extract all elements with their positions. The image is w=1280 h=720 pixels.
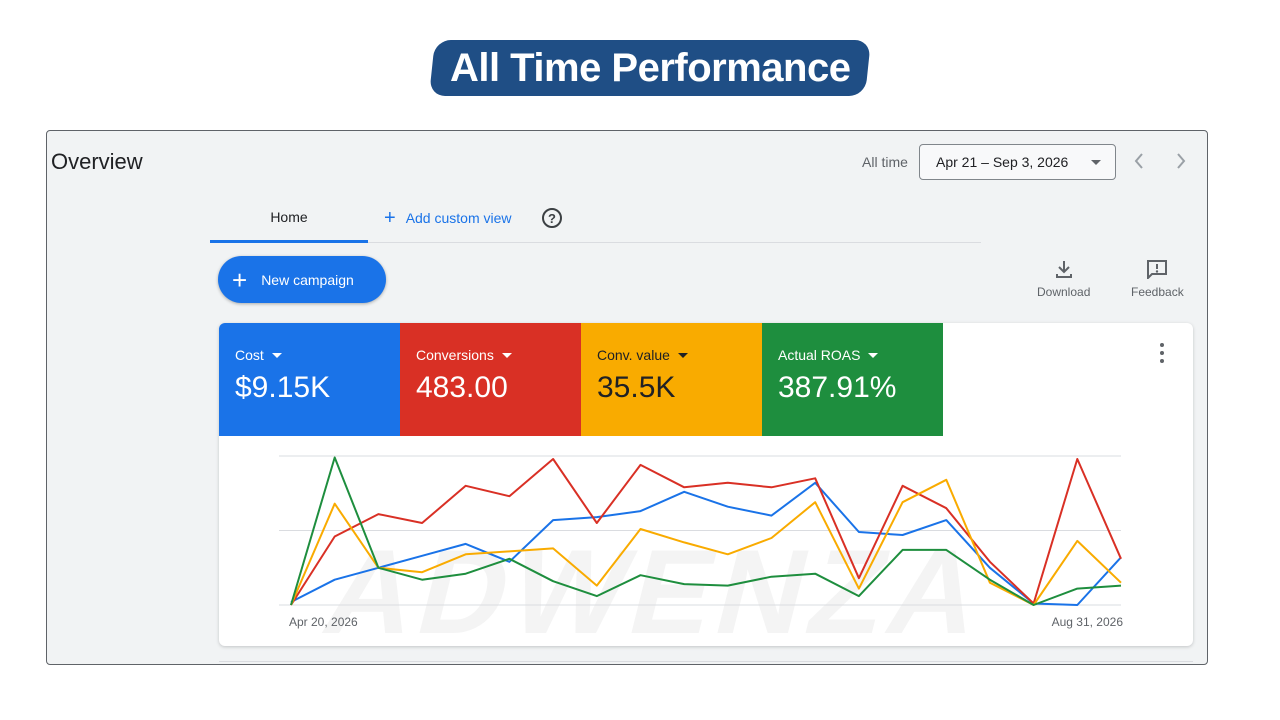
dropdown-caret-icon <box>868 352 879 358</box>
feedback-icon <box>1147 260 1168 279</box>
x-start-label: Apr 20, 2026 <box>289 615 358 629</box>
divider <box>219 661 1193 662</box>
date-range-select[interactable]: Apr 21 – Sep 3, 2026 <box>919 144 1116 180</box>
series-line-2 <box>290 478 1122 606</box>
series-line-0 <box>290 481 1122 606</box>
series-line-3 <box>290 456 1122 606</box>
x-end-label: Aug 31, 2026 <box>1051 615 1123 629</box>
new-campaign-button[interactable]: + New campaign <box>218 256 386 303</box>
metric-value: 483.00 <box>416 371 508 404</box>
banner-title: All Time Performance <box>449 45 851 90</box>
metric-value: 387.91% <box>778 371 897 404</box>
metric-label: Cost <box>235 347 264 363</box>
title-banner: All Time Performance <box>429 40 871 96</box>
range-label: All time <box>862 154 908 170</box>
tab-home[interactable]: Home <box>210 193 368 243</box>
metric-label: Actual ROAS <box>778 347 861 363</box>
dropdown-caret-icon <box>501 352 512 358</box>
metric-conv-value[interactable]: Conv. value 35.5K <box>581 323 762 436</box>
metric-cost[interactable]: Cost $9.15K <box>219 323 400 436</box>
series-line-1 <box>290 458 1122 606</box>
feedback-button[interactable]: Feedback <box>1131 259 1184 299</box>
dropdown-caret-icon <box>1091 160 1101 165</box>
plus-icon: + <box>384 207 396 229</box>
add-custom-view-tab[interactable]: + Add custom view <box>384 193 512 243</box>
metric-label: Conversions <box>416 347 494 363</box>
view-tabs: Home + Add custom view ? <box>210 193 981 243</box>
download-icon <box>1055 261 1072 278</box>
dropdown-caret-icon <box>677 352 688 358</box>
metric-actual-roas[interactable]: Actual ROAS 387.91% <box>762 323 943 436</box>
help-icon[interactable]: ? <box>542 208 562 228</box>
overview-panel: Overview All time Apr 21 – Sep 3, 2026 H… <box>46 130 1208 665</box>
more-options-icon[interactable] <box>1159 343 1165 363</box>
metric-value: $9.15K <box>235 371 331 404</box>
new-campaign-label: New campaign <box>261 271 354 288</box>
date-range-value: Apr 21 – Sep 3, 2026 <box>936 154 1069 170</box>
performance-line-chart <box>279 455 1122 606</box>
add-custom-view-label: Add custom view <box>405 210 512 226</box>
metric-value: 35.5K <box>597 371 676 404</box>
dropdown-caret-icon <box>271 352 282 358</box>
download-label: Download <box>1037 285 1091 299</box>
next-period-icon[interactable] <box>1171 151 1191 171</box>
page-title: Overview <box>51 149 143 174</box>
feedback-label: Feedback <box>1131 285 1184 299</box>
metric-conversions[interactable]: Conversions 483.00 <box>400 323 581 436</box>
performance-card: ADWENZA Cost $9.15K Conversions 483.00 C… <box>219 323 1193 646</box>
prev-period-icon[interactable] <box>1129 151 1149 171</box>
plus-icon: + <box>232 264 248 295</box>
metric-label: Conv. value <box>597 347 670 363</box>
download-button[interactable]: Download <box>1037 259 1090 299</box>
